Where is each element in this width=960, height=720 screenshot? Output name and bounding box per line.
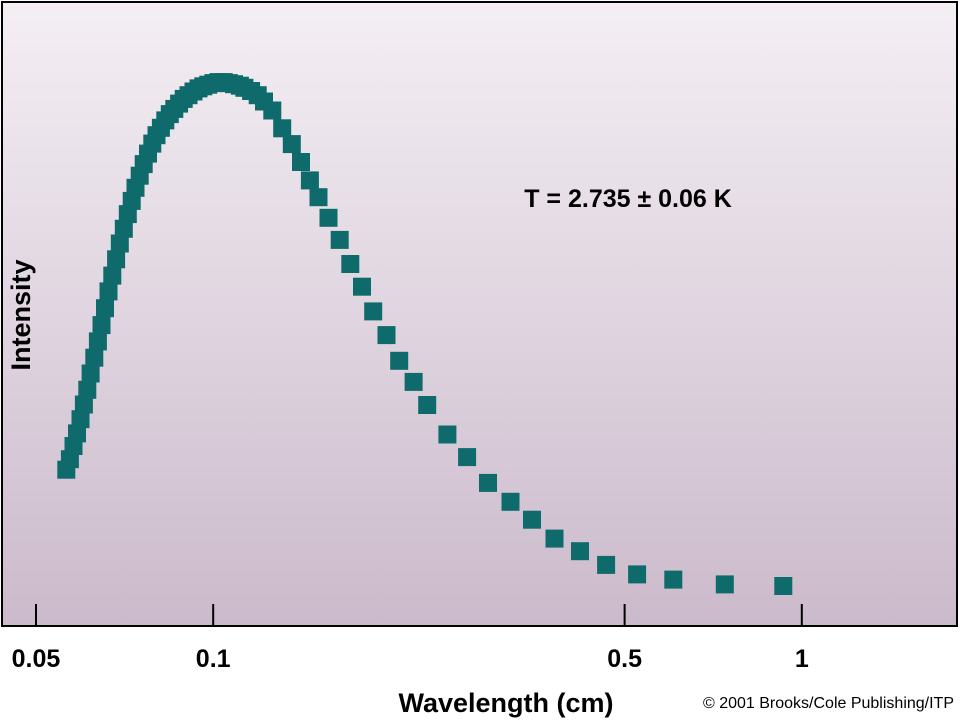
data-point	[85, 348, 104, 367]
x-tick-label: 0.5	[607, 645, 642, 673]
plot-area	[1, 1, 958, 627]
temperature-annotation: T = 2.735 ± 0.06 K	[524, 185, 732, 213]
data-point	[273, 119, 292, 138]
data-point	[418, 396, 437, 414]
data-point	[404, 372, 423, 391]
x-tick-label: 0.05	[12, 645, 61, 673]
x-axis-ticks	[35, 604, 803, 626]
data-point	[78, 380, 97, 399]
data-point	[715, 575, 734, 594]
data-point	[571, 542, 589, 561]
data-point	[458, 448, 477, 467]
data-point	[103, 266, 122, 285]
data-point	[390, 351, 409, 370]
data-point	[114, 219, 133, 238]
y-axis-label: Intensity	[6, 259, 36, 370]
data-point	[99, 282, 118, 301]
data-point	[92, 316, 111, 335]
data-point	[523, 510, 541, 529]
copyright-credit: © 2001 Brooks/Cole Publishing/ITP	[703, 695, 954, 712]
data-point	[88, 332, 107, 351]
data-point	[300, 171, 319, 190]
data-point	[545, 529, 564, 548]
data-point	[292, 153, 310, 171]
data-point	[330, 230, 349, 249]
data-point	[96, 299, 114, 318]
data-point	[68, 424, 86, 443]
data-point	[479, 473, 497, 492]
data-point	[353, 277, 371, 296]
x-tick-label: 1	[795, 645, 809, 673]
data-point	[74, 395, 93, 414]
data-point	[364, 302, 383, 321]
data-point	[664, 570, 683, 589]
data-point	[309, 188, 328, 207]
data-point	[341, 255, 360, 273]
data-point	[501, 492, 520, 511]
x-axis-tick-labels: 0.05 0.1 0.5 1	[12, 645, 809, 673]
data-point	[71, 410, 90, 429]
data-point	[107, 250, 126, 269]
data-point	[81, 364, 100, 383]
data-point	[597, 555, 616, 574]
x-tick-label: 0.1	[196, 645, 231, 673]
data-point	[263, 101, 282, 120]
data-point	[282, 135, 301, 154]
x-axis-label: Wavelength (cm)	[398, 688, 613, 718]
data-points	[57, 73, 793, 595]
data-point	[377, 326, 396, 345]
data-point	[438, 425, 457, 444]
data-point	[628, 565, 647, 584]
data-point	[110, 234, 129, 253]
data-point	[319, 208, 338, 227]
data-point	[774, 577, 793, 595]
